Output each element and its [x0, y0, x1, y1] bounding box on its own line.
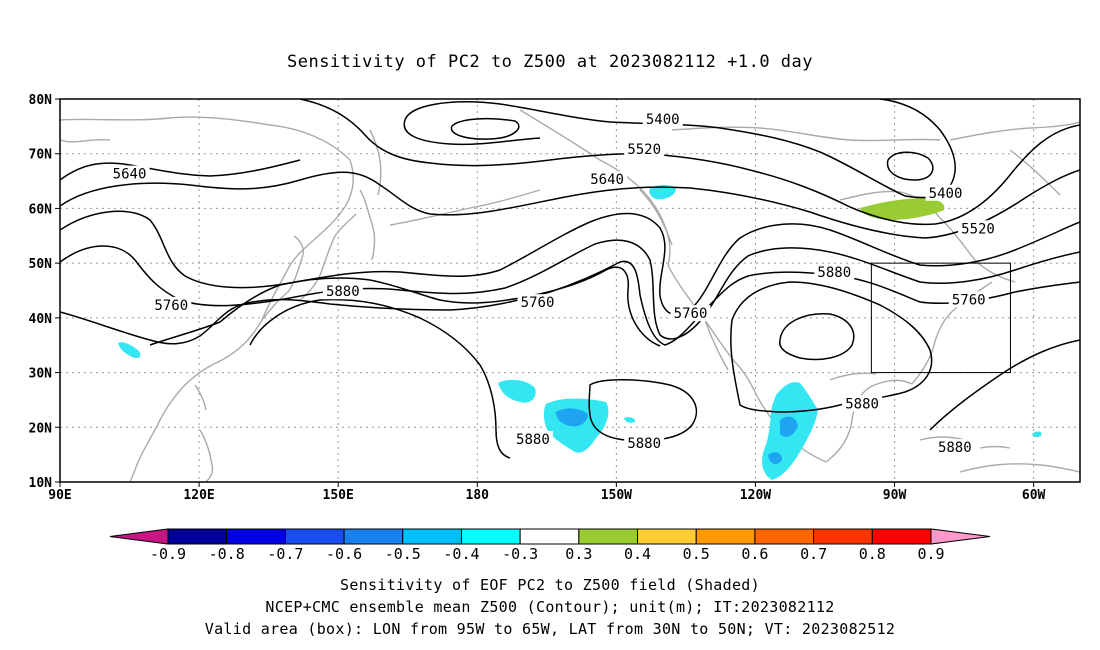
colorbar-swatch	[871, 528, 932, 545]
contour-label: 5520	[627, 142, 661, 158]
colorbar-label: 0.3	[565, 545, 592, 563]
contour-label: 5880	[627, 436, 661, 452]
contour-label: 5520	[961, 221, 995, 237]
lat-tick-label: 80N	[29, 93, 53, 108]
contour-label-bg	[109, 165, 150, 182]
contour-label: 5760	[521, 295, 555, 311]
contour-label-bg	[151, 296, 192, 313]
footer-line-1: Sensitivity of EOF PC2 to Z500 field (Sh…	[340, 576, 760, 594]
contour-label: 5760	[674, 306, 708, 322]
colorbar-label: 0.6	[741, 545, 768, 563]
colorbar-swatch	[167, 528, 228, 545]
colorbar-label: 0.8	[859, 545, 886, 563]
contour-label: 5640	[113, 167, 147, 183]
lon-tick-label: 90E	[48, 488, 71, 503]
z500-contours	[60, 99, 1080, 459]
figure-title: Sensitivity of PC2 to Z500 at 2023082112…	[287, 52, 813, 72]
footer-line-2: NCEP+CMC ensemble mean Z500 (Contour); u…	[265, 598, 834, 616]
contour-label-bg	[512, 430, 553, 447]
map-panel: 5400552056405640540055205760588057605760…	[29, 93, 1081, 503]
lat-tick-label: 20N	[29, 421, 53, 436]
contour-label: 5880	[326, 284, 360, 300]
gridlines	[60, 99, 1080, 482]
colorbar-swatch	[284, 528, 345, 545]
contour-label: 5760	[952, 292, 986, 308]
colorbar-swatch	[402, 528, 462, 545]
sensitivity-shading	[118, 185, 1042, 480]
colorbar-low-arrow	[109, 528, 169, 545]
contour-label-bg	[925, 184, 966, 201]
colorbar-swatch	[695, 528, 756, 545]
lon-tick-label: 120W	[740, 488, 771, 503]
colorbar-swatch	[226, 528, 286, 545]
contour-label-bg	[814, 264, 855, 281]
contour-label: 5880	[938, 440, 972, 456]
colorbar-high-arrow	[930, 528, 991, 545]
lat-tick-label: 30N	[29, 367, 53, 382]
contour-label-bg	[624, 434, 665, 451]
contour-label-bg	[670, 305, 711, 322]
contour-label-bg	[642, 110, 683, 127]
colorbar-label: -0.4	[443, 545, 479, 563]
valid-area-box	[870, 262, 1011, 374]
lat-tick-label: 40N	[29, 312, 53, 327]
contour-label: 5400	[929, 186, 963, 202]
colorbar-label: -0.8	[209, 545, 245, 563]
contour-label-bg	[624, 140, 665, 157]
colorbar-label: -0.7	[267, 545, 303, 563]
lat-tick-label: 70N	[29, 148, 53, 163]
colorbar-swatch	[754, 528, 815, 545]
contour-labels: 5400552056405640540055205760588057605760…	[109, 110, 998, 456]
contour-label: 5760	[154, 298, 188, 314]
footer-line-3: Valid area (box): LON from 95W to 65W, L…	[205, 620, 895, 638]
contour-label-bg	[948, 291, 989, 308]
contour-label-bg	[517, 294, 558, 311]
colorbar-swatch	[637, 528, 697, 545]
contour-label-bg	[322, 283, 363, 300]
map-frame	[59, 98, 1081, 483]
colorbar-label: -0.3	[502, 545, 538, 563]
colorbar-label: -0.5	[385, 545, 421, 563]
contour-label-bg	[934, 439, 975, 456]
contour-label-bg	[842, 395, 883, 412]
colorbar-label: 0.9	[917, 545, 944, 563]
contour-label: 5640	[590, 172, 624, 188]
colorbar-swatch	[578, 528, 639, 545]
lon-tick-label: 120E	[183, 488, 214, 503]
lat-tick-label: 10N	[29, 476, 53, 491]
contour-label: 5880	[516, 432, 550, 448]
longitude-axis: 90E 120E 150E 180 150W 120W 90W 60W	[48, 482, 1046, 503]
lon-tick-label: 180	[466, 488, 490, 503]
latitude-axis: 80N 70N 60N 50N 40N 30N 20N 10N	[29, 93, 60, 491]
lat-tick-label: 60N	[29, 202, 53, 217]
colorbar-label: 0.5	[683, 545, 710, 563]
lon-tick-label: 90W	[883, 488, 907, 503]
colorbar-label: 0.7	[800, 545, 827, 563]
colorbar-swatch	[460, 528, 521, 545]
lon-tick-label: 60W	[1022, 488, 1046, 503]
colorbar-swatch	[343, 528, 404, 545]
lon-tick-label: 150E	[323, 488, 354, 503]
lat-tick-label: 50N	[29, 257, 53, 272]
contour-label: 5880	[845, 396, 879, 412]
contour-label-bg	[958, 220, 998, 237]
colorbar-swatch	[519, 528, 580, 545]
lon-tick-label: 150W	[601, 488, 632, 503]
contour-label-bg	[587, 171, 628, 188]
colorbar: -0.9 -0.8 -0.7 -0.6 -0.5 -0.4 -0.3 0.3 0.4 0.5 0.6…	[109, 528, 991, 563]
colorbar-label: 0.4	[624, 545, 651, 563]
colorbar-swatch	[813, 528, 873, 545]
contour-label: 5880	[817, 265, 851, 281]
contour-label: 5400	[646, 112, 680, 128]
colorbar-label: -0.6	[326, 545, 362, 563]
colorbar-label: -0.9	[150, 545, 186, 563]
